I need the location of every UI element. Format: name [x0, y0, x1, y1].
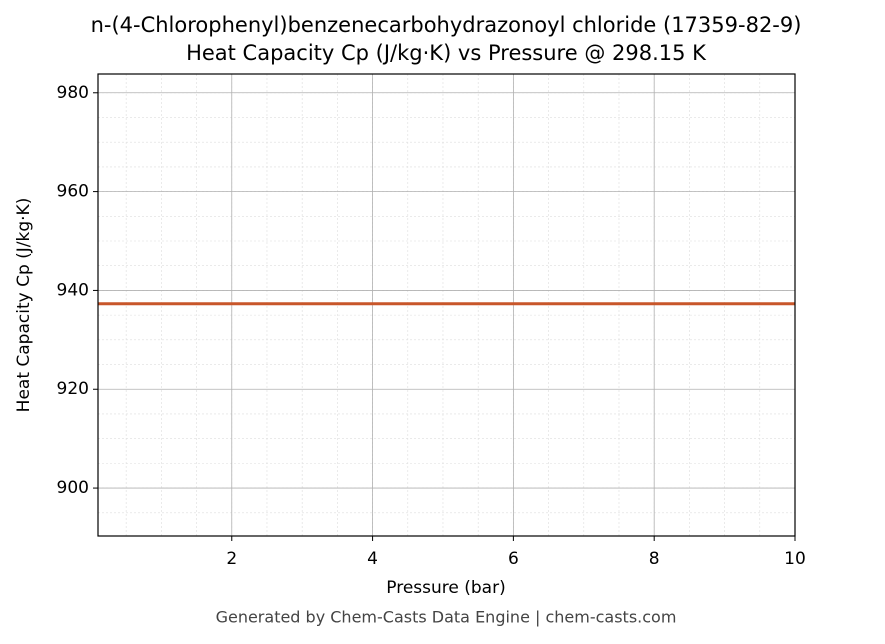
x-tick-label: 4 — [367, 549, 378, 569]
chart-subtitle: Heat Capacity Cp (J/kg·K) vs Pressure @ … — [186, 41, 707, 65]
y-tick-label: 900 — [57, 478, 89, 498]
x-tick-label: 2 — [226, 549, 237, 569]
x-tick-label: 8 — [649, 549, 660, 569]
x-tick-label: 6 — [508, 549, 519, 569]
y-tick-label: 940 — [57, 280, 89, 300]
x-tick-label: 10 — [784, 549, 806, 569]
plot-frame — [97, 73, 796, 537]
y-tick-label: 960 — [57, 182, 89, 202]
y-axis-label: Heat Capacity Cp (J/kg·K) — [14, 198, 34, 413]
chart-title: n-(4-Chlorophenyl)benzenecarbohydrazonoy… — [91, 13, 802, 37]
y-tick-label: 920 — [57, 379, 89, 399]
y-tick-label: 980 — [57, 83, 89, 103]
x-axis-label: Pressure (bar) — [386, 578, 505, 598]
footer: Generated by Chem-Casts Data Engine | ch… — [216, 608, 677, 627]
